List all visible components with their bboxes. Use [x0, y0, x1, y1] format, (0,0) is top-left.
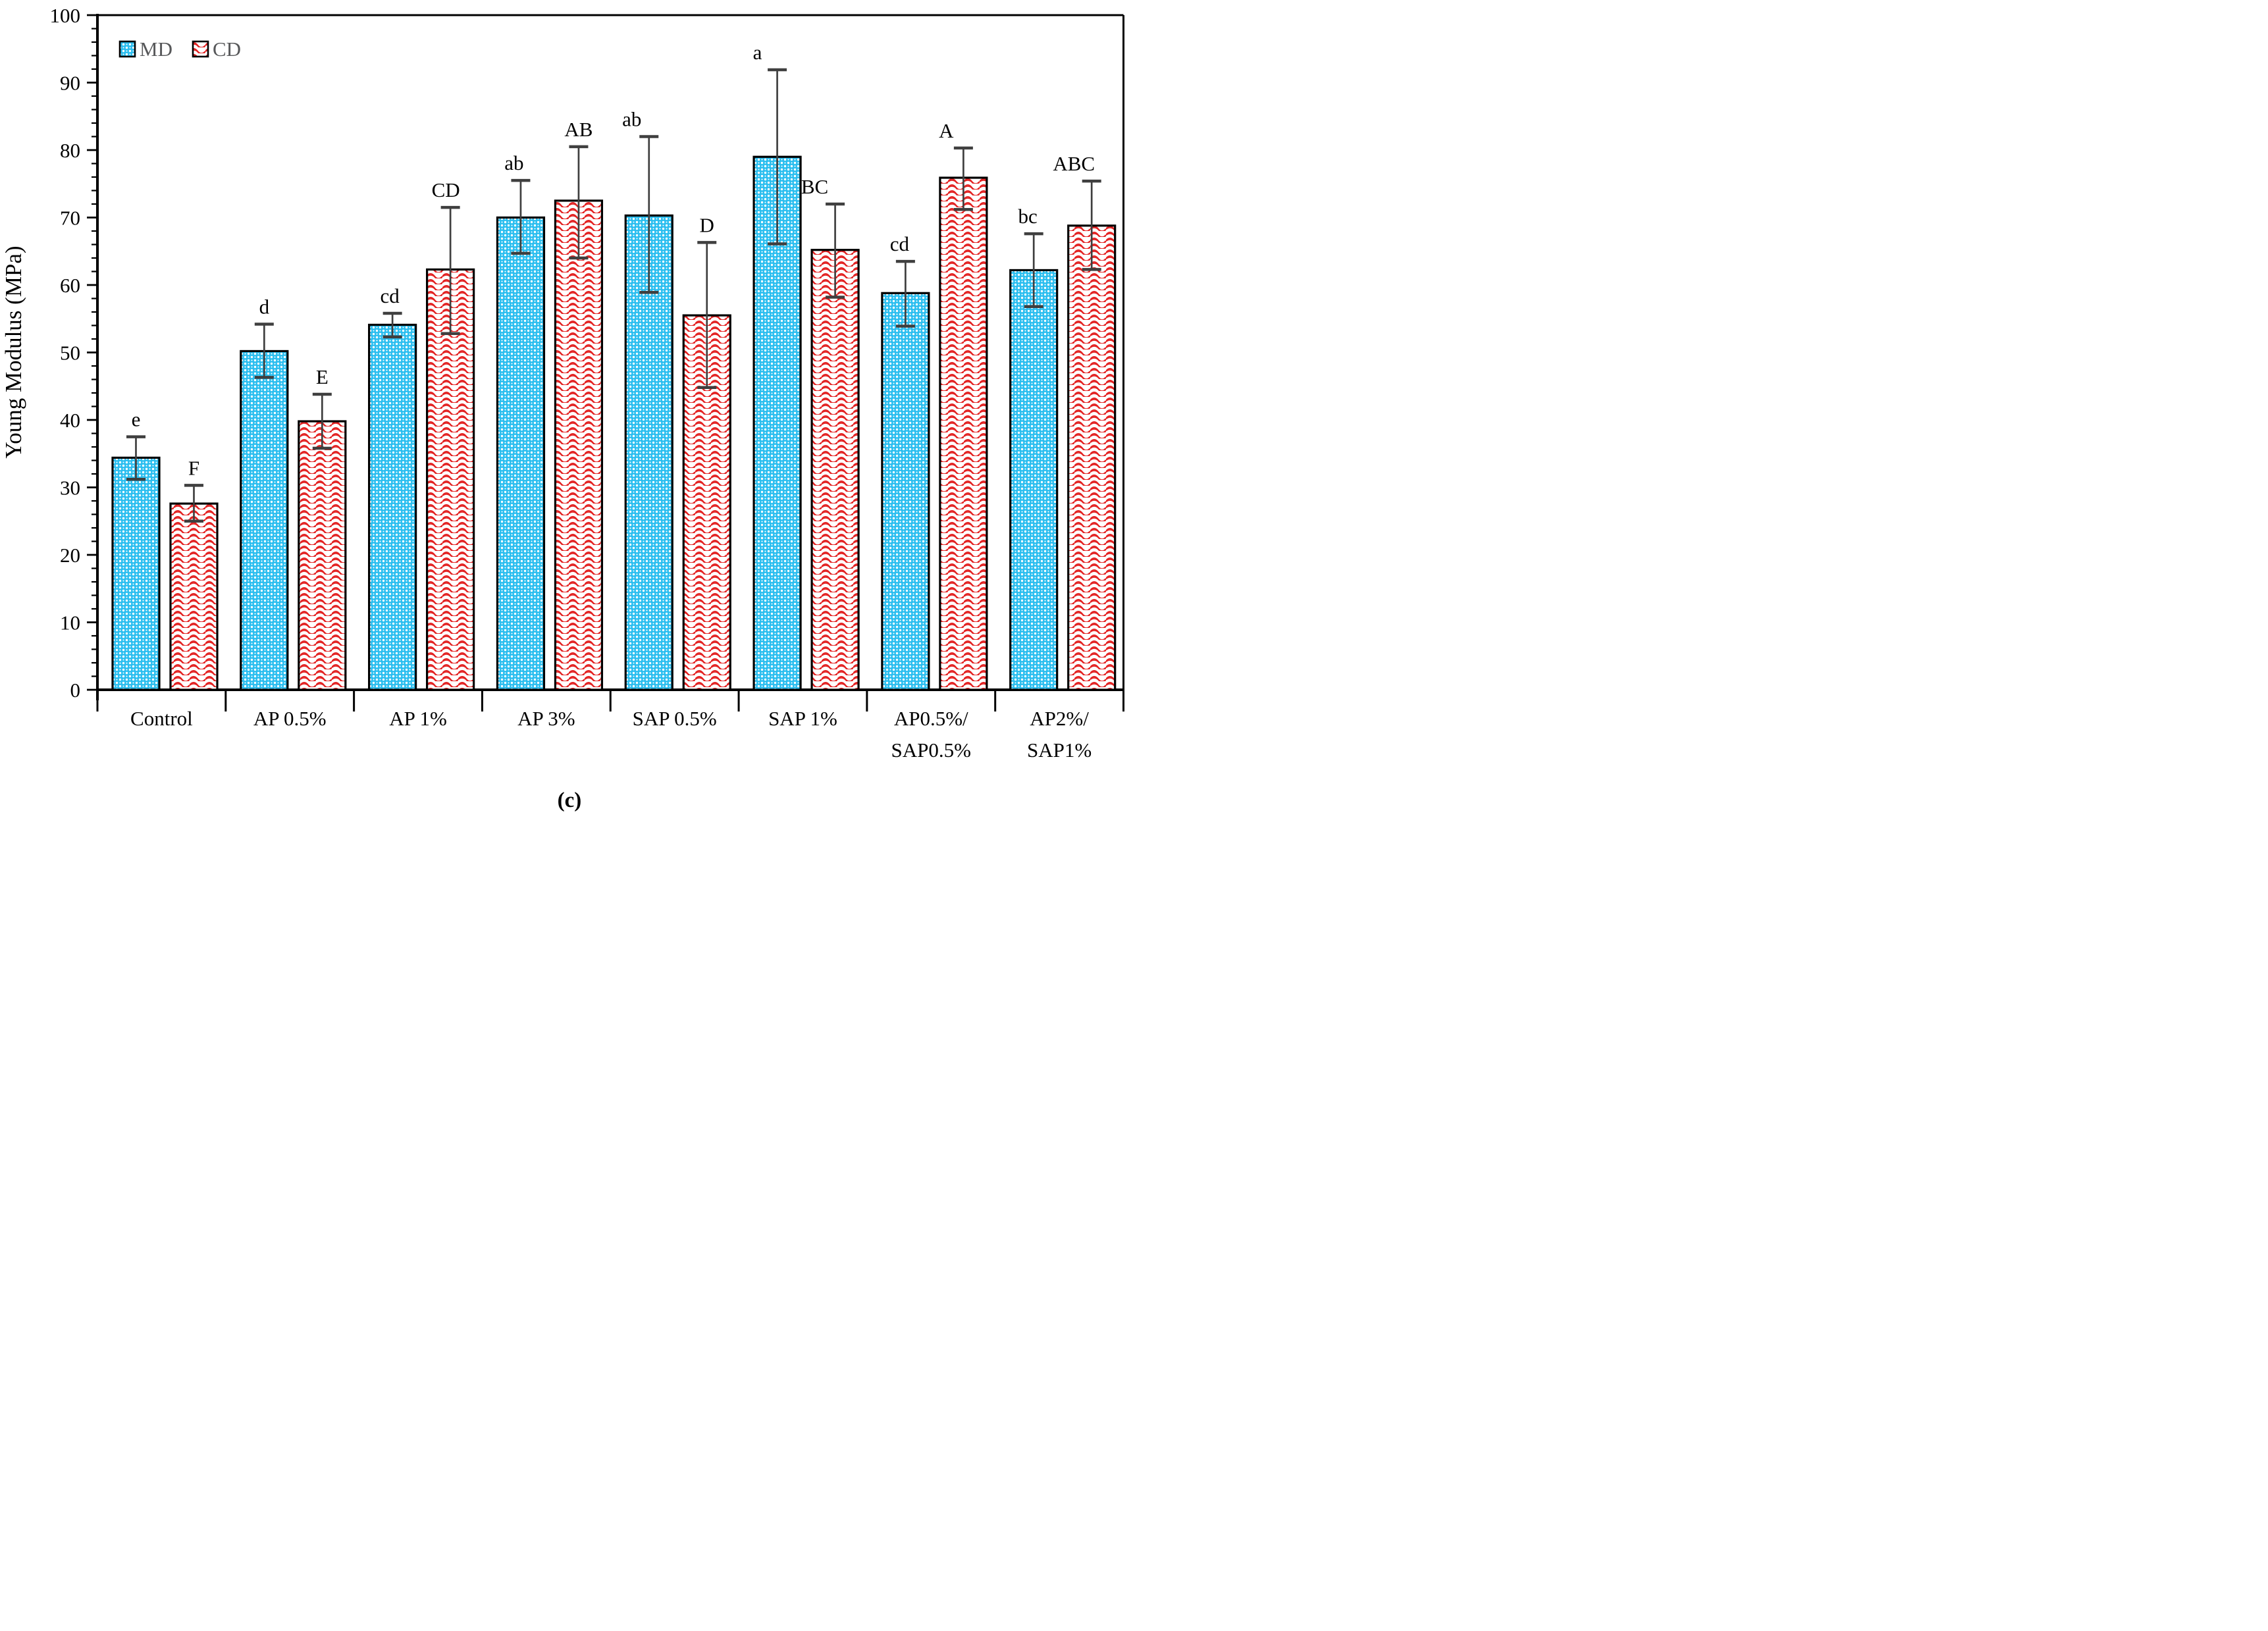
bar-md-sap05: [624, 214, 673, 691]
significance-letter: A: [939, 119, 954, 142]
x-category-label: SAP1%: [1027, 738, 1092, 762]
legend-cd-swatch: [192, 40, 209, 58]
x-category-label: AP0.5%/: [894, 707, 968, 730]
x-category-label: AP 3%: [517, 707, 575, 730]
significance-letter: a: [753, 41, 762, 64]
significance-letter: E: [316, 365, 329, 388]
bar-cd-ap05: [298, 420, 347, 691]
significance-letter: bc: [1018, 205, 1038, 228]
x-category-label: AP 1%: [389, 707, 447, 730]
figure-caption: (c): [558, 789, 582, 812]
x-category-label: Control: [130, 707, 193, 730]
bar-cd-ap2sap1: [1067, 224, 1117, 691]
x-category-label: AP 0.5%: [253, 707, 327, 730]
y-tick-label: 80: [60, 139, 80, 162]
legend-cd-label: CD: [213, 38, 241, 61]
y-tick-label: 50: [60, 342, 80, 365]
significance-letter: D: [700, 213, 714, 236]
y-tick-label: 70: [60, 207, 80, 230]
bar-cd-control: [169, 502, 219, 691]
y-tick-label: 90: [60, 72, 80, 95]
significance-letter: BC: [801, 175, 828, 198]
significance-letter: AB: [564, 118, 593, 141]
significance-letter: d: [259, 295, 270, 318]
legend-md-label: MD: [140, 38, 172, 61]
significance-letter: ab: [622, 108, 641, 131]
y-tick-label: 60: [60, 274, 80, 297]
x-category-label: SAP 0.5%: [633, 707, 717, 730]
x-category-label: AP2%/: [1030, 707, 1089, 730]
bar-cd-ap05sap05: [939, 176, 988, 691]
bar-md-ap05sap05: [881, 292, 930, 691]
significance-letter: cd: [380, 284, 400, 307]
x-category-label: SAP0.5%: [891, 738, 971, 762]
bar-md-control: [111, 456, 161, 691]
y-tick-label: 10: [60, 611, 80, 634]
bar-cd-ap1: [426, 268, 475, 691]
significance-letter: CD: [432, 178, 460, 201]
bar-md-ap1: [368, 323, 417, 691]
bar-md-ap05: [240, 350, 289, 691]
bar-cd-sap1: [810, 249, 860, 691]
significance-letter: e: [132, 408, 141, 431]
y-tick-label: 0: [70, 679, 81, 702]
x-category-label: SAP 1%: [768, 707, 837, 730]
y-tick-label: 30: [60, 477, 80, 500]
significance-letter: cd: [890, 232, 910, 255]
significance-letter: ab: [504, 151, 523, 174]
young-modulus-bar-chart: 0 10 20 30 40 50 60 70 80 90 100 Control AP 0.5% AP 1…: [1, 4, 1124, 812]
bar-md-ap3: [496, 216, 546, 691]
bar-md-sap1: [752, 155, 802, 691]
y-tick-label: 20: [60, 544, 80, 567]
significance-letter: ABC: [1053, 152, 1095, 175]
chart-figure: 0 10 20 30 40 50 60 70 80 90 100 Control AP 0.5% AP 1…: [0, 0, 1134, 816]
bar-md-ap2sap1: [1009, 269, 1059, 691]
plot-area: 0 10 20 30 40 50 60 70 80 90 100 Control AP 0.5% AP 1…: [50, 4, 1124, 762]
y-tick-label: 40: [60, 409, 80, 432]
bar-cd-ap3: [554, 199, 604, 691]
legend-md-swatch: [119, 40, 136, 58]
y-axis-title: Young Modulus (MPa): [1, 246, 26, 458]
significance-letter: F: [188, 456, 199, 479]
y-tick-label: 100: [50, 4, 81, 27]
